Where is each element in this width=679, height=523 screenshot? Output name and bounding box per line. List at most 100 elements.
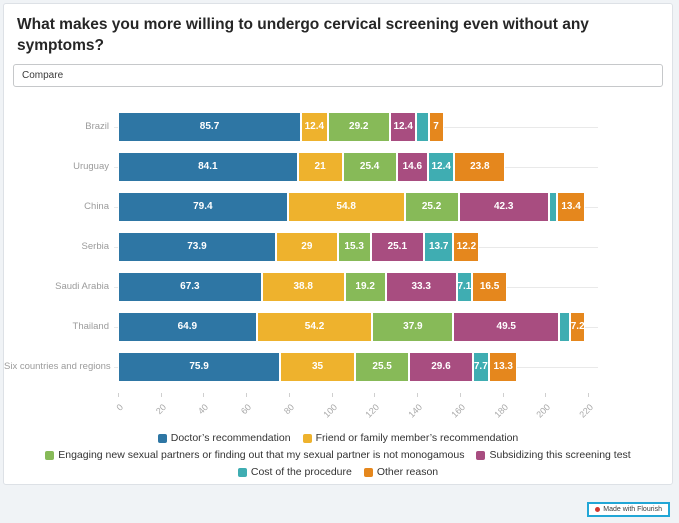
bar-segment[interactable]: 12.2 xyxy=(453,231,480,262)
bar-segment[interactable]: 38.8 xyxy=(261,271,345,302)
bar-segment[interactable]: 64.9 xyxy=(118,311,257,342)
x-axis-tick xyxy=(588,392,589,397)
flourish-badge[interactable]: Made with Flourish xyxy=(587,502,670,517)
bar-segment[interactable]: 29.2 xyxy=(327,111,390,142)
segment-value-label: 42.3 xyxy=(493,201,514,213)
bar-segment[interactable]: 16.5 xyxy=(471,271,508,302)
bar-segment[interactable]: 13.3 xyxy=(489,351,518,382)
bar-segment[interactable]: 7.1 xyxy=(456,271,472,302)
bar-segment[interactable]: 15.3 xyxy=(337,231,371,262)
chart-row: Saudi Arabia 67.3 38.8 19.2 33.3 7.1 16.5 xyxy=(4,271,672,302)
segment-value-label: 21 xyxy=(314,161,326,173)
bar-segment[interactable]: 13.7 xyxy=(424,231,454,262)
segment-value-label: 13.3 xyxy=(493,361,513,373)
bar-segment[interactable]: 35 xyxy=(280,351,355,382)
bar-segment[interactable]: 25.4 xyxy=(342,151,397,182)
bar-segment[interactable]: 73.9 xyxy=(118,231,276,262)
bar-segment[interactable]: 29 xyxy=(275,231,338,262)
chart-row: Uruguay 84.1 21 25.4 14.6 12.4 23.8 xyxy=(4,151,672,182)
bar-segment[interactable]: 7 xyxy=(428,111,444,142)
bar-segment[interactable]: 54.2 xyxy=(256,311,373,342)
segment-value-label: 19.2 xyxy=(355,281,375,293)
bar-segment[interactable] xyxy=(559,311,571,342)
segment-value-label: 75.9 xyxy=(189,361,209,373)
bar-segment[interactable]: 33.3 xyxy=(385,271,457,302)
bar-segment[interactable]: 7.2 xyxy=(570,311,586,342)
stacked-bar: 84.1 21 25.4 14.6 12.4 23.8 xyxy=(118,151,588,182)
segment-value-label: 12.2 xyxy=(456,241,477,253)
segment-value-label: 15.3 xyxy=(344,241,364,253)
compare-dropdown-label: Compare xyxy=(22,69,64,81)
stacked-bar: 75.9 35 25.5 29.6 7.7 13.3 xyxy=(118,351,588,382)
category-label: China xyxy=(84,201,109,213)
x-axis-tick xyxy=(545,392,547,397)
legend-label: Subsidizing this screening test xyxy=(489,448,631,461)
legend-swatch xyxy=(476,450,486,460)
bar-segment[interactable]: 12.4 xyxy=(389,111,417,142)
bar-segment[interactable]: 42.3 xyxy=(458,191,549,222)
segment-value-label: 33.3 xyxy=(411,281,431,293)
legend-item[interactable]: Other reason xyxy=(363,465,438,480)
bar-segment[interactable]: 54.8 xyxy=(287,191,405,222)
bar-segment[interactable]: 14.6 xyxy=(396,151,428,182)
legend-swatch xyxy=(157,433,167,443)
segment-value-label: 73.9 xyxy=(187,241,207,253)
legend-item[interactable]: Doctor’s recommendation xyxy=(157,431,291,446)
segment-value-label: 49.5 xyxy=(496,321,516,333)
x-axis-row: 0 20 40 60 80 100 120 140 160 180 200 220 xyxy=(4,392,672,428)
bar-segment[interactable]: 49.5 xyxy=(453,311,560,342)
segment-value-label: 7 xyxy=(433,121,439,133)
legend-item[interactable]: Cost of the procedure xyxy=(237,465,352,480)
bar-segment[interactable] xyxy=(416,111,429,142)
bar-segment[interactable]: 84.1 xyxy=(118,151,298,182)
chart-row: Thailand 64.9 54.2 37.9 49.5 7.2 xyxy=(4,311,672,342)
chart-card: What makes you more willing to undergo c… xyxy=(3,3,673,485)
bar-segment[interactable]: 7.7 xyxy=(472,351,490,382)
legend-label: Cost of the procedure xyxy=(250,465,352,478)
bar-segment[interactable]: 12.4 xyxy=(301,111,328,142)
segment-value-label: 12.4 xyxy=(431,161,451,173)
segment-value-label: 13.7 xyxy=(429,241,449,253)
x-axis-tick xyxy=(374,392,376,397)
segment-value-label: 64.9 xyxy=(177,321,198,333)
bar-track: 84.1 21 25.4 14.6 12.4 23.8 xyxy=(114,151,598,182)
bar-segment[interactable]: 23.8 xyxy=(454,151,506,182)
bar-segment[interactable]: 75.9 xyxy=(118,351,281,382)
bar-segment[interactable]: 25.5 xyxy=(354,351,410,382)
bar-segment[interactable] xyxy=(548,191,557,222)
bar-segment[interactable]: 37.9 xyxy=(372,311,454,342)
compare-dropdown[interactable]: Compare xyxy=(13,63,663,87)
x-axis-tick-label: 40 xyxy=(196,401,211,416)
bar-track: 64.9 54.2 37.9 49.5 7.2 xyxy=(114,311,598,342)
category-label: Uruguay xyxy=(73,161,109,173)
x-axis-tick xyxy=(160,392,162,397)
x-axis-tick-label: 20 xyxy=(153,401,168,416)
segment-value-label: 54.8 xyxy=(336,201,356,213)
legend-item[interactable]: Engaging new sexual partners or finding … xyxy=(45,448,464,463)
bar-segment[interactable]: 25.2 xyxy=(404,191,459,222)
bar-segment[interactable]: 12.4 xyxy=(427,151,455,182)
segment-value-label: 16.5 xyxy=(479,281,500,293)
bar-segment[interactable]: 79.4 xyxy=(118,191,288,222)
bar-segment[interactable]: 85.7 xyxy=(118,111,302,142)
flourish-logo-icon xyxy=(595,507,601,512)
legend-item[interactable]: Friend or family member’s recommendation xyxy=(302,431,518,446)
segment-value-label: 7.1 xyxy=(457,281,472,293)
chart-row: Brazil 85.7 12.4 29.2 12.4 7 xyxy=(4,111,672,142)
legend: Doctor’s recommendation Friend or family … xyxy=(10,431,666,480)
stacked-bar-chart: Brazil 85.7 12.4 29.2 12.4 7 Uruguay 84.1 21 25.4… xyxy=(4,111,672,480)
bar-segment[interactable]: 19.2 xyxy=(344,271,386,302)
x-axis-tick-label: 120 xyxy=(363,401,382,420)
segment-value-label: 29.6 xyxy=(431,361,451,373)
bar-segment[interactable]: 21 xyxy=(297,151,343,182)
legend-label: Doctor’s recommendation xyxy=(170,431,291,444)
bar-segment[interactable]: 13.4 xyxy=(556,191,586,222)
chart-rows: Brazil 85.7 12.4 29.2 12.4 7 Uruguay 84.1 21 25.4… xyxy=(4,111,672,382)
bar-track: 79.4 54.8 25.2 42.3 13.4 xyxy=(114,191,598,222)
legend-item[interactable]: Subsidizing this screening test xyxy=(476,448,631,463)
bar-segment[interactable]: 25.1 xyxy=(370,231,425,262)
page-title: What makes you more willing to undergo c… xyxy=(17,16,589,55)
bar-segment[interactable]: 67.3 xyxy=(118,271,262,302)
bar-segment[interactable]: 29.6 xyxy=(409,351,473,382)
stacked-bar: 64.9 54.2 37.9 49.5 7.2 xyxy=(118,311,588,342)
